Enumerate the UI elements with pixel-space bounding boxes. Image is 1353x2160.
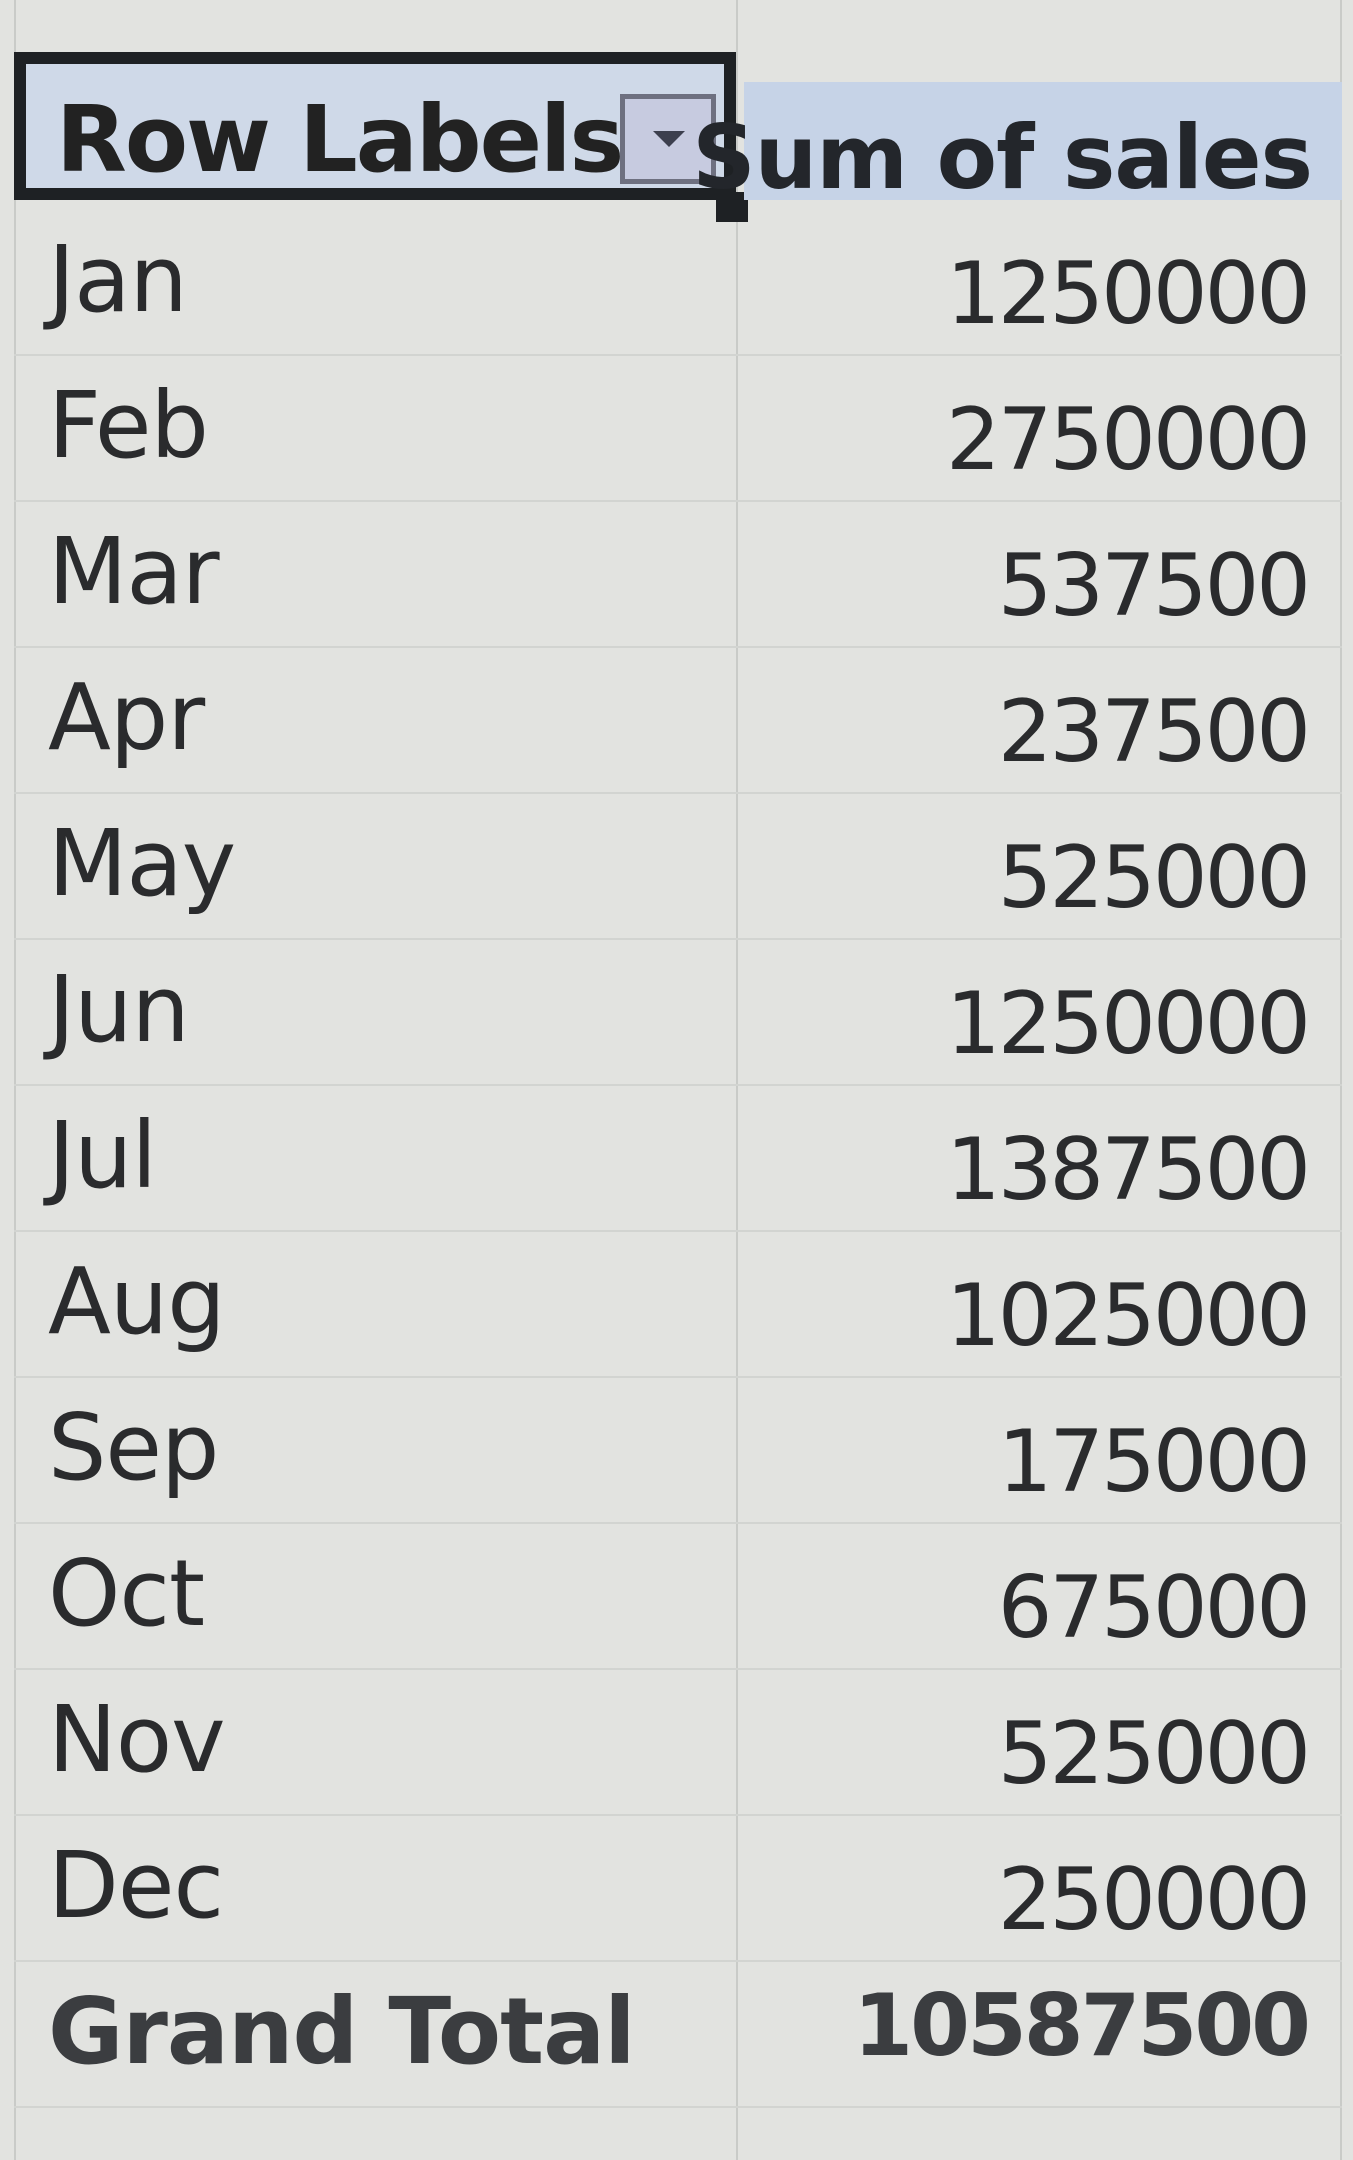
row-label: May	[48, 810, 236, 917]
sales-value: 237500	[997, 682, 1311, 782]
sales-value: 2750000	[945, 390, 1311, 490]
row-label: Mar	[48, 518, 220, 625]
sum-of-sales-header: Sum of sales	[692, 106, 1313, 209]
pivot-row[interactable]: Oct 675000	[14, 1524, 1342, 1670]
sales-value: 1025000	[945, 1266, 1311, 1366]
row-label: Dec	[48, 1832, 224, 1939]
pivot-table: Row Labels Sum of sales Jan 1250000 Feb 275…	[14, 42, 1342, 2108]
row-label: Apr	[48, 664, 205, 771]
row-label: Jun	[48, 956, 190, 1063]
row-labels-header-cell[interactable]: Row Labels	[14, 52, 736, 200]
pivot-row[interactable]: Jun 1250000	[14, 940, 1342, 1086]
pivot-row[interactable]: Feb 2750000	[14, 356, 1342, 502]
pivot-row[interactable]: Nov 525000	[14, 1670, 1342, 1816]
row-label: Aug	[48, 1248, 226, 1355]
row-label: Jan	[48, 226, 188, 333]
row-labels-filter-button[interactable]	[620, 94, 716, 184]
pivot-row[interactable]: May 525000	[14, 794, 1342, 940]
sum-of-sales-header-cell[interactable]	[744, 82, 1342, 200]
column-gridline	[736, 0, 738, 2160]
sales-value: 250000	[997, 1850, 1311, 1950]
row-label: Feb	[48, 372, 209, 479]
row-label: Jul	[48, 1102, 157, 1209]
sales-value: 525000	[997, 1704, 1311, 1804]
pivot-row[interactable]: Mar 537500	[14, 502, 1342, 648]
pivot-header-row: Row Labels Sum of sales	[14, 42, 1342, 222]
row-labels-header: Row Labels	[56, 86, 624, 193]
pivot-row[interactable]: Sep 175000	[14, 1378, 1342, 1524]
grand-total-value: 10587500	[853, 1976, 1311, 2076]
row-label: Sep	[48, 1394, 219, 1501]
row-label: Nov	[48, 1686, 226, 1793]
sales-value: 1250000	[945, 974, 1311, 1074]
pivot-row[interactable]: Apr 237500	[14, 648, 1342, 794]
sales-value: 675000	[997, 1558, 1311, 1658]
row-label: Oct	[48, 1540, 205, 1647]
fill-handle[interactable]	[716, 192, 748, 222]
sales-value: 175000	[997, 1412, 1311, 1512]
column-gridline	[1340, 0, 1342, 2160]
sales-value: 537500	[997, 536, 1311, 636]
sales-value: 525000	[997, 828, 1311, 928]
pivot-row[interactable]: Dec 250000	[14, 1816, 1342, 1962]
sales-value: 1387500	[945, 1120, 1311, 1220]
column-gridline	[14, 0, 16, 2160]
grand-total-label: Grand Total	[48, 1978, 636, 2085]
pivot-row[interactable]: Jan 1250000	[14, 210, 1342, 356]
grand-total-row[interactable]: Grand Total 10587500	[14, 1962, 1342, 2108]
sales-value: 1250000	[945, 244, 1311, 344]
pivot-row[interactable]: Aug 1025000	[14, 1232, 1342, 1378]
pivot-row[interactable]: Jul 1387500	[14, 1086, 1342, 1232]
